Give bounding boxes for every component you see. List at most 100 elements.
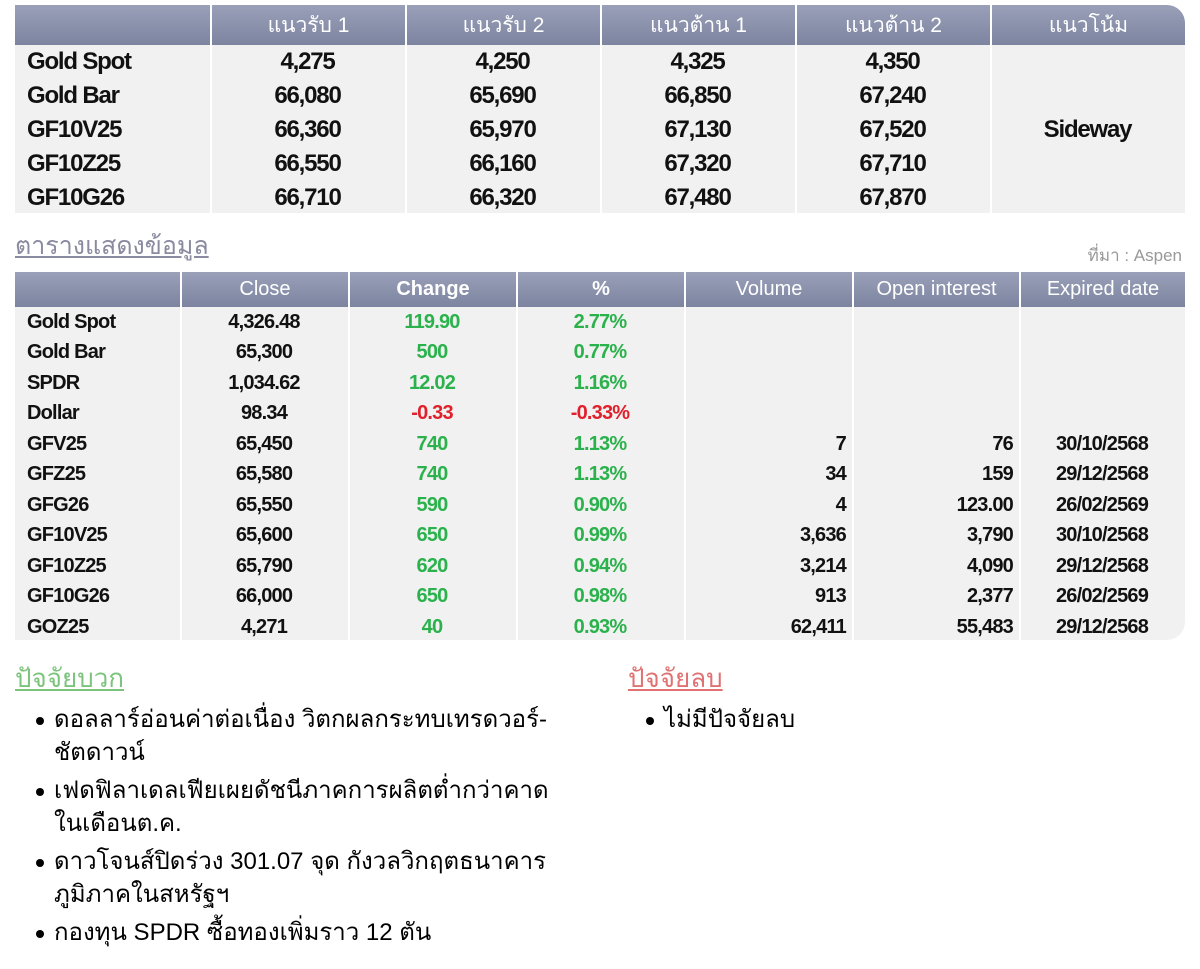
- cell: 67,520: [859, 116, 926, 143]
- cell: 67,870: [859, 184, 926, 211]
- column-header: แนวรับ 1: [210, 5, 405, 45]
- column-header: %: [516, 272, 684, 307]
- cell: 29/12/2568: [1055, 615, 1149, 638]
- data-table: Close Change% Volume Open interest Expired d…: [15, 272, 1185, 640]
- bullet-item: ไม่มีปัจจัยลบ: [632, 703, 1132, 736]
- cell: 67,240: [859, 82, 926, 109]
- cell: -0.33: [411, 402, 453, 424]
- cell: 26/02/2569: [1055, 585, 1149, 607]
- cell: 1.16%: [573, 371, 628, 394]
- row-label: GF10V25: [27, 524, 108, 546]
- cell: 4,275: [280, 48, 335, 75]
- cell: 4,326.48: [228, 310, 300, 333]
- cell: 29/12/2568: [1055, 463, 1149, 485]
- cell: 500: [416, 341, 449, 363]
- column-header: แนวโน้ม: [990, 5, 1185, 45]
- row-label: GFZ25: [27, 463, 86, 485]
- cell: 159: [982, 463, 1014, 485]
- cell: 62,411: [790, 615, 847, 638]
- column-header: Volume: [684, 272, 852, 307]
- column-divider: [210, 45, 212, 213]
- cell: 26/02/2569: [1055, 493, 1149, 516]
- row-label: Gold Bar: [27, 341, 106, 363]
- cell: 30/10/2568: [1055, 524, 1149, 546]
- column-divider: [405, 45, 407, 213]
- cell: 0.98%: [573, 585, 628, 607]
- negative-list: ไม่มีปัจจัยลบ: [632, 703, 1132, 741]
- row-label: GF10G26: [27, 184, 125, 211]
- cell: 7: [835, 432, 847, 455]
- row-label: GFG26: [27, 493, 89, 516]
- column-divider: [1019, 307, 1021, 640]
- cell: 1.13%: [573, 432, 628, 455]
- cell: 4,271: [240, 615, 288, 638]
- cell: 740: [416, 432, 449, 455]
- cell: 2.77%: [573, 310, 628, 333]
- column-divider: [600, 45, 602, 213]
- column-divider: [684, 307, 686, 640]
- cell: 913: [815, 585, 847, 607]
- cell: 0.99%: [573, 524, 628, 546]
- cell: 66,160: [469, 150, 536, 177]
- positive-list: ดอลลาร์อ่อนค่าต่อเนื่อง วิตกผลกระทบเทรดว…: [22, 703, 562, 954]
- cell: 2,377: [966, 585, 1014, 607]
- cell: 0.90%: [573, 493, 628, 516]
- column-divider: [516, 307, 518, 640]
- data-table-title: ตารางแสดงข้อมูล: [15, 232, 209, 260]
- cell: 66,850: [664, 82, 731, 109]
- positive-title: ปัจจัยบวก: [15, 663, 125, 693]
- cell: 620: [416, 554, 449, 577]
- cell: 67,320: [664, 150, 731, 177]
- row-label: SPDR: [27, 371, 80, 394]
- row-label: GFV25: [27, 432, 87, 455]
- cell: 123.00: [956, 493, 1014, 516]
- column-divider: [795, 45, 797, 213]
- cell: 65,600: [235, 524, 293, 546]
- cell: 12.02: [408, 371, 456, 394]
- row-label: Gold Spot: [27, 48, 132, 75]
- row-label: Dollar: [27, 402, 80, 424]
- cell: 65,790: [235, 554, 293, 577]
- cell: 67,480: [664, 184, 731, 211]
- cell: 65,580: [235, 463, 293, 485]
- cell: 65,970: [469, 116, 536, 143]
- column-divider: [852, 307, 854, 640]
- bullet-item: ดอลลาร์อ่อนค่าต่อเนื่อง วิตกผลกระทบเทรดว…: [22, 703, 562, 769]
- cell: 1.13%: [573, 463, 628, 485]
- cell: 650: [416, 585, 449, 607]
- row-label: GF10Z25: [27, 554, 107, 577]
- row-label: GOZ25: [27, 615, 89, 638]
- cell: -0.33%: [570, 402, 630, 424]
- column-header: Expired date: [1019, 272, 1185, 307]
- cell: 40: [421, 615, 443, 638]
- cell: 4,250: [475, 48, 530, 75]
- column-divider: [348, 307, 350, 640]
- row-label: Gold Bar: [27, 82, 120, 109]
- cell: 55,483: [956, 615, 1014, 638]
- column-header: Close: [180, 272, 348, 307]
- row-label: GF10G26: [27, 585, 110, 607]
- column-header: Change: [348, 272, 516, 307]
- cell: 4,325: [670, 48, 725, 75]
- cell: 590: [416, 493, 449, 516]
- cell: 76: [992, 432, 1013, 455]
- cell: 66,080: [274, 82, 341, 109]
- cell: 66,550: [274, 150, 341, 177]
- levels-table: แนวรับ 1 แนวรับ 2 แนวต้าน 1 แนวต้าน 2 แนวโน้…: [15, 5, 1185, 213]
- cell: 29/12/2568: [1055, 554, 1149, 577]
- column-divider: [180, 307, 182, 640]
- cell: 65,450: [235, 432, 293, 455]
- cell: 4,090: [966, 554, 1014, 577]
- cell: 0.93%: [573, 615, 628, 638]
- cell: 66,000: [235, 585, 293, 607]
- cell: 66,360: [274, 116, 341, 143]
- cell: 67,710: [859, 150, 926, 177]
- cell: 4,350: [865, 48, 920, 75]
- row-label: GF10Z25: [27, 150, 121, 177]
- column-header: แนวรับ 2: [405, 5, 600, 45]
- column-header: Open interest: [852, 272, 1019, 307]
- cell: 67,130: [664, 116, 731, 143]
- cell: 0.77%: [573, 341, 628, 363]
